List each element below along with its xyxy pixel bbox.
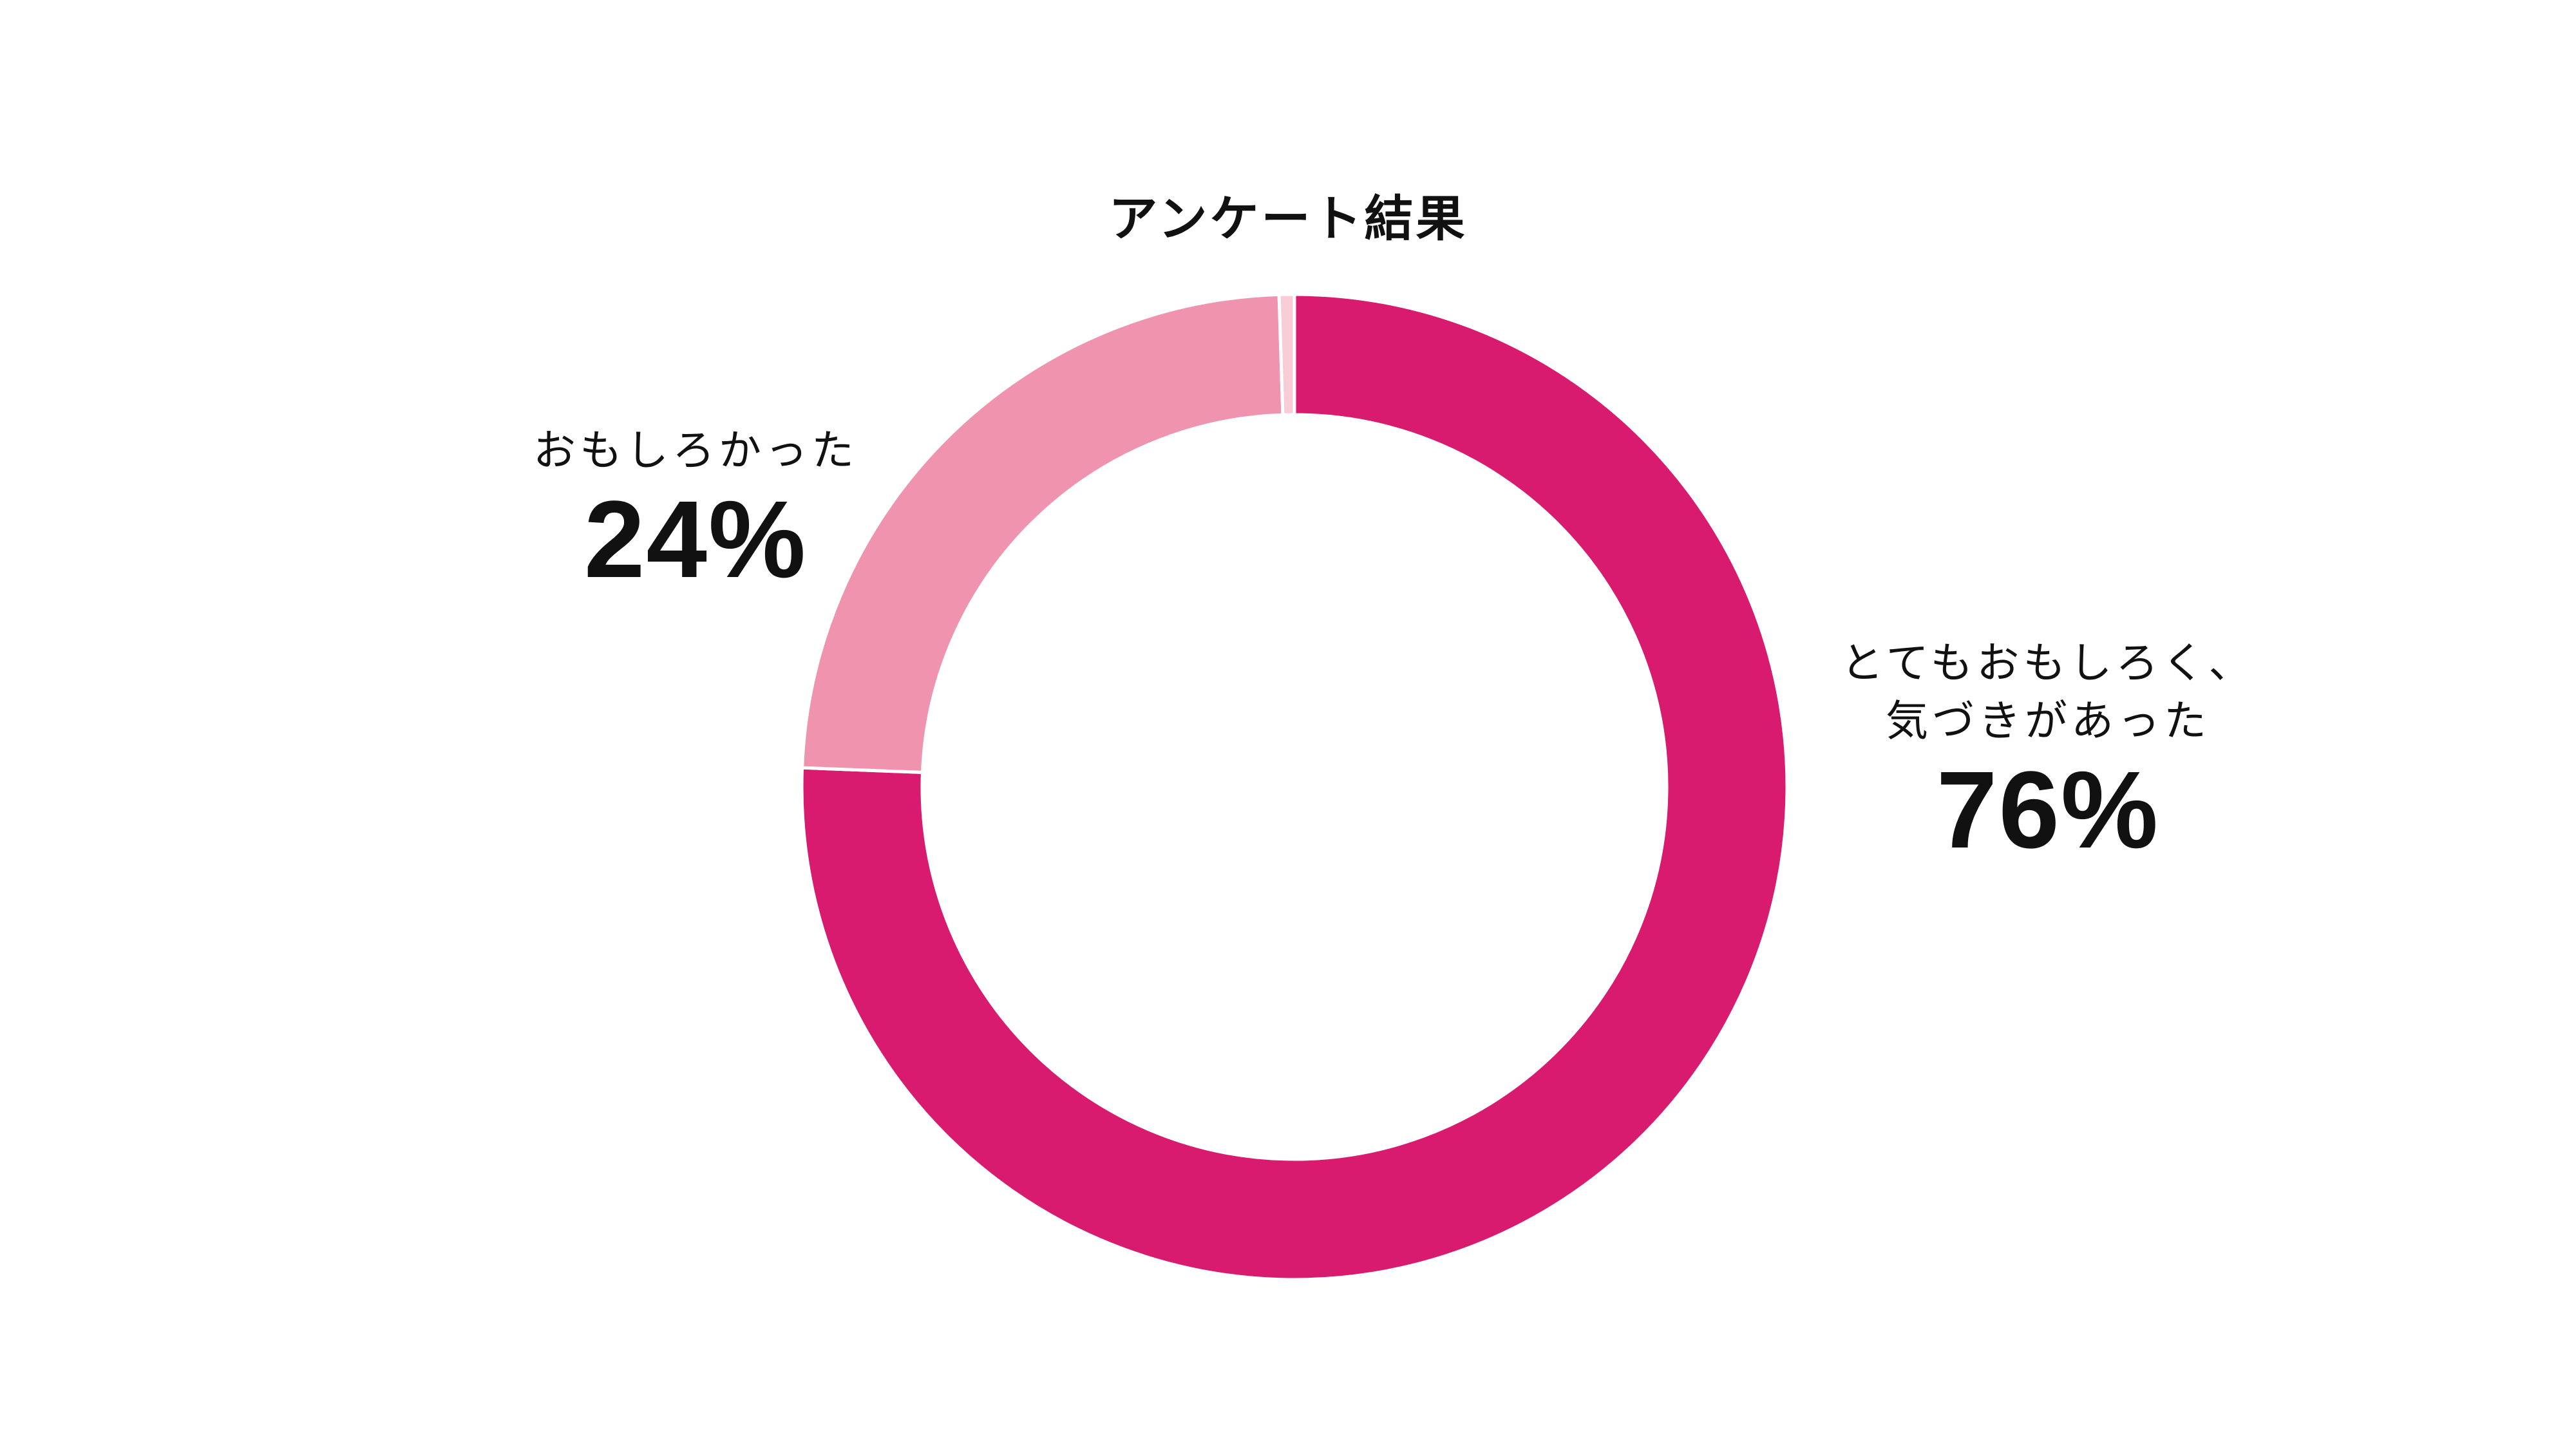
donut-slice-0 <box>800 292 1789 1282</box>
label-totemo-omoshiroku: とてもおもしろく、 気づきがあった 76% <box>1829 634 2267 865</box>
chart-title: アンケート結果 <box>1108 190 1468 247</box>
slice-label-percent: 76% <box>1936 749 2160 871</box>
slice-label-name-line2: 気づきがあった <box>1886 696 2210 746</box>
slice-label-name-line1: とてもおもしろく、 <box>1841 638 2255 688</box>
donut-slice-1 <box>800 292 1285 775</box>
slice-label-percent: 24% <box>583 478 808 601</box>
slice-label-name: おもしろかった <box>533 426 858 475</box>
donut-slice-2 <box>1277 292 1296 417</box>
label-omoshirokatta: おもしろかった 24% <box>502 422 889 594</box>
